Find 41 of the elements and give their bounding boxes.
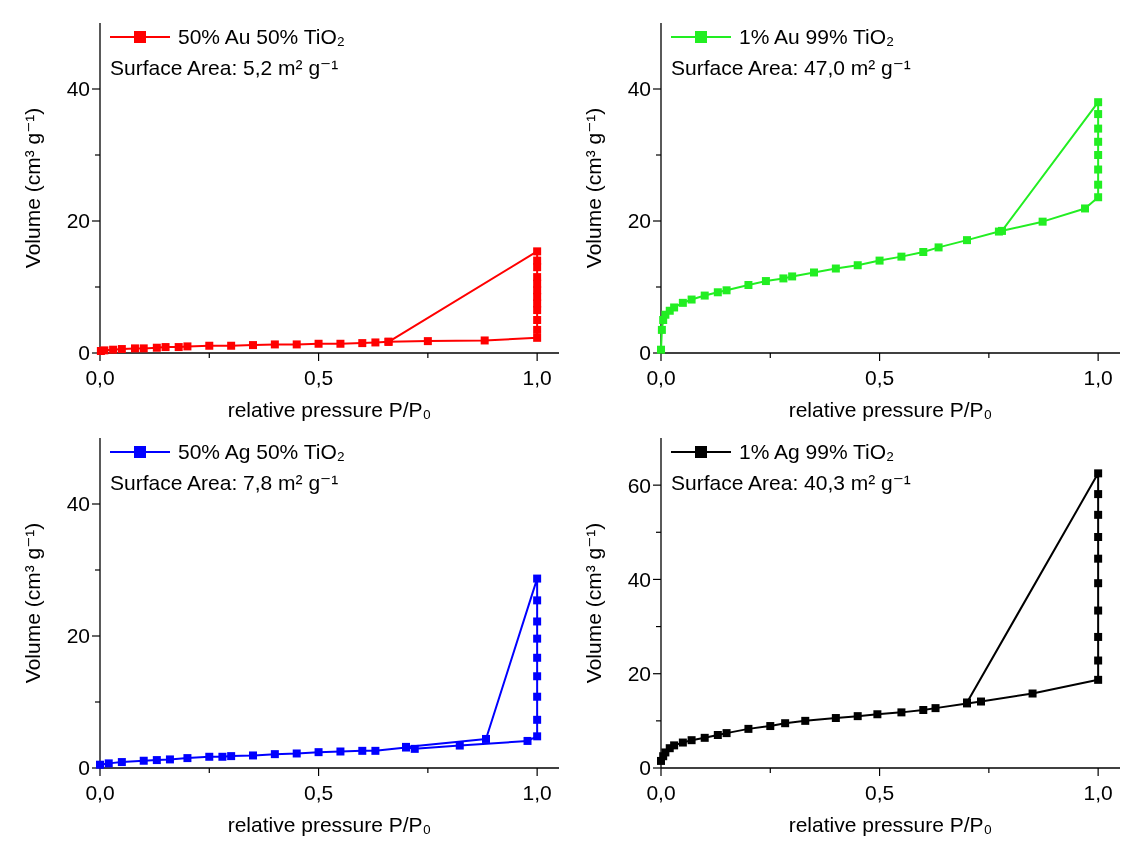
x-tick-label: 0,0 (85, 781, 115, 804)
annotation: Surface Area: 5,2 m² g⁻¹ (110, 56, 339, 79)
annotation: Surface Area: 7,8 m² g⁻¹ (110, 471, 339, 494)
x-axis-title: relative pressure P/P₀ (788, 813, 993, 836)
x-tick-label: 1,0 (1083, 781, 1113, 804)
y-tick-label: 40 (66, 492, 90, 516)
y-axis-title: Volume (cm³ g⁻¹) (582, 107, 605, 269)
y-tick-label: 40 (627, 567, 651, 591)
x-tick-label: 1,0 (1083, 366, 1113, 389)
legend-label: 1% Au 99% TiO₂ (739, 25, 895, 49)
y-tick-label: 20 (66, 209, 90, 233)
x-tick-label: 1,0 (522, 781, 552, 804)
x-tick-label: 0,5 (303, 781, 334, 804)
x-tick-label: 0,0 (85, 366, 115, 389)
x-tick-label: 0,5 (303, 366, 334, 389)
y-tick-label: 40 (627, 77, 651, 101)
legend-label: 50% Ag 50% TiO₂ (178, 440, 345, 464)
y-tick-label: 0 (78, 341, 90, 365)
y-tick-label: 0 (639, 756, 651, 780)
annotation: Surface Area: 47,0 m² g⁻¹ (671, 56, 911, 79)
x-axis-title: relative pressure P/P₀ (227, 398, 432, 421)
y-axis-title: Volume (cm³ g⁻¹) (21, 522, 44, 684)
x-axis-title: relative pressure P/P₀ (788, 398, 993, 421)
y-tick-label: 0 (78, 756, 90, 780)
y-tick-label: 20 (66, 624, 90, 648)
x-tick-label: 0,5 (864, 781, 895, 804)
x-axis-title: relative pressure P/P₀ (227, 813, 432, 836)
x-tick-label: 1,0 (522, 366, 552, 389)
y-axis-title: Volume (cm³ g⁻¹) (21, 107, 44, 269)
x-tick-label: 0,0 (646, 366, 676, 389)
legend-label: 50% Au 50% TiO₂ (178, 25, 345, 49)
annotation: Surface Area: 40,3 m² g⁻¹ (671, 471, 911, 494)
y-tick-label: 40 (66, 77, 90, 101)
legend-label: 1% Ag 99% TiO₂ (739, 440, 895, 464)
y-tick-label: 20 (627, 209, 651, 233)
y-tick-label: 20 (627, 662, 651, 686)
y-tick-label: 0 (639, 341, 651, 365)
x-tick-label: 0,0 (646, 781, 676, 804)
y-tick-label: 60 (627, 473, 651, 497)
y-axis-title: Volume (cm³ g⁻¹) (582, 522, 605, 684)
x-tick-label: 0,5 (864, 366, 895, 389)
